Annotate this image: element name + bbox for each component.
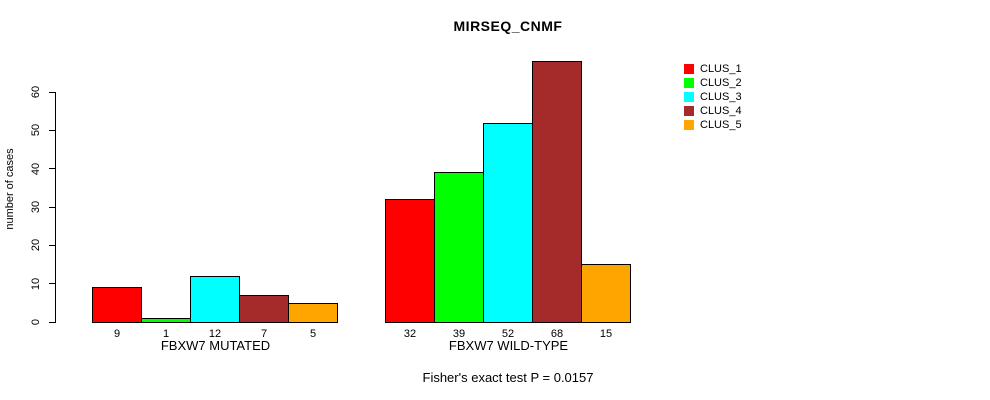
y-tick	[49, 244, 55, 246]
y-tick-label: 0	[30, 318, 42, 326]
legend-item: CLUS_3	[684, 90, 742, 104]
y-tick-label: 10	[30, 277, 42, 290]
bar-value-label: 39	[452, 328, 466, 340]
group-label: FBXW7 WILD-TYPE	[448, 338, 569, 353]
y-tick-label: 20	[30, 239, 42, 252]
legend-swatch-icon	[684, 78, 694, 88]
bar-value-label: 12	[208, 328, 222, 340]
bar-clus_1-group2	[385, 199, 435, 323]
bar-value-label: 5	[309, 328, 317, 340]
bar-clus_2-group1	[141, 318, 191, 323]
legend-swatch-icon	[684, 64, 694, 74]
legend-label: CLUS_5	[700, 119, 742, 131]
chart-title: MIRSEQ_CNMF	[453, 18, 563, 34]
y-tick-label: 40	[30, 162, 42, 175]
legend-item: CLUS_4	[684, 104, 742, 118]
y-axis-label: number of cases	[4, 148, 16, 230]
y-tick	[49, 321, 55, 323]
y-tick-label: 30	[30, 200, 42, 214]
legend-label: CLUS_1	[700, 63, 742, 75]
legend-swatch-icon	[684, 120, 694, 130]
bar-value-label: 1	[162, 328, 170, 340]
legend-item: CLUS_2	[684, 76, 742, 90]
bar-clus_4-group1	[239, 295, 289, 323]
y-tick	[49, 91, 55, 93]
bar-value-label: 68	[550, 328, 564, 340]
legend-swatch-icon	[684, 92, 694, 102]
y-tick	[49, 129, 55, 131]
legend-label: CLUS_3	[700, 91, 742, 103]
legend-swatch-icon	[684, 106, 694, 116]
legend: CLUS_1 CLUS_2 CLUS_3 CLUS_4 CLUS_5	[684, 62, 742, 132]
bar-clus_3-group1	[190, 276, 240, 323]
y-tick	[49, 206, 55, 208]
caption: Fisher's exact test P = 0.0157	[422, 370, 594, 385]
bar-clus_1-group1	[92, 287, 142, 323]
bar-clus_5-group1	[288, 303, 338, 323]
y-tick-label: 50	[30, 124, 42, 137]
y-tick	[49, 168, 55, 170]
bar-clus_5-group2	[581, 264, 631, 323]
bar-clus_4-group2	[532, 61, 582, 323]
bar-clus_3-group2	[483, 123, 533, 323]
group-label: FBXW7 MUTATED	[160, 338, 271, 353]
y-tick	[49, 283, 55, 285]
bar-value-label: 9	[113, 328, 121, 340]
y-axis-line	[55, 92, 56, 323]
bar-value-label: 52	[501, 328, 515, 340]
legend-item: CLUS_5	[684, 118, 742, 132]
bar-value-label: 15	[599, 328, 613, 340]
y-tick-label: 60	[30, 85, 42, 99]
legend-item: CLUS_1	[684, 62, 742, 76]
legend-label: CLUS_4	[700, 105, 742, 117]
bar-clus_2-group2	[434, 172, 484, 323]
legend-label: CLUS_2	[700, 77, 742, 89]
bar-value-label: 7	[260, 328, 268, 340]
bar-value-label: 32	[403, 328, 417, 340]
